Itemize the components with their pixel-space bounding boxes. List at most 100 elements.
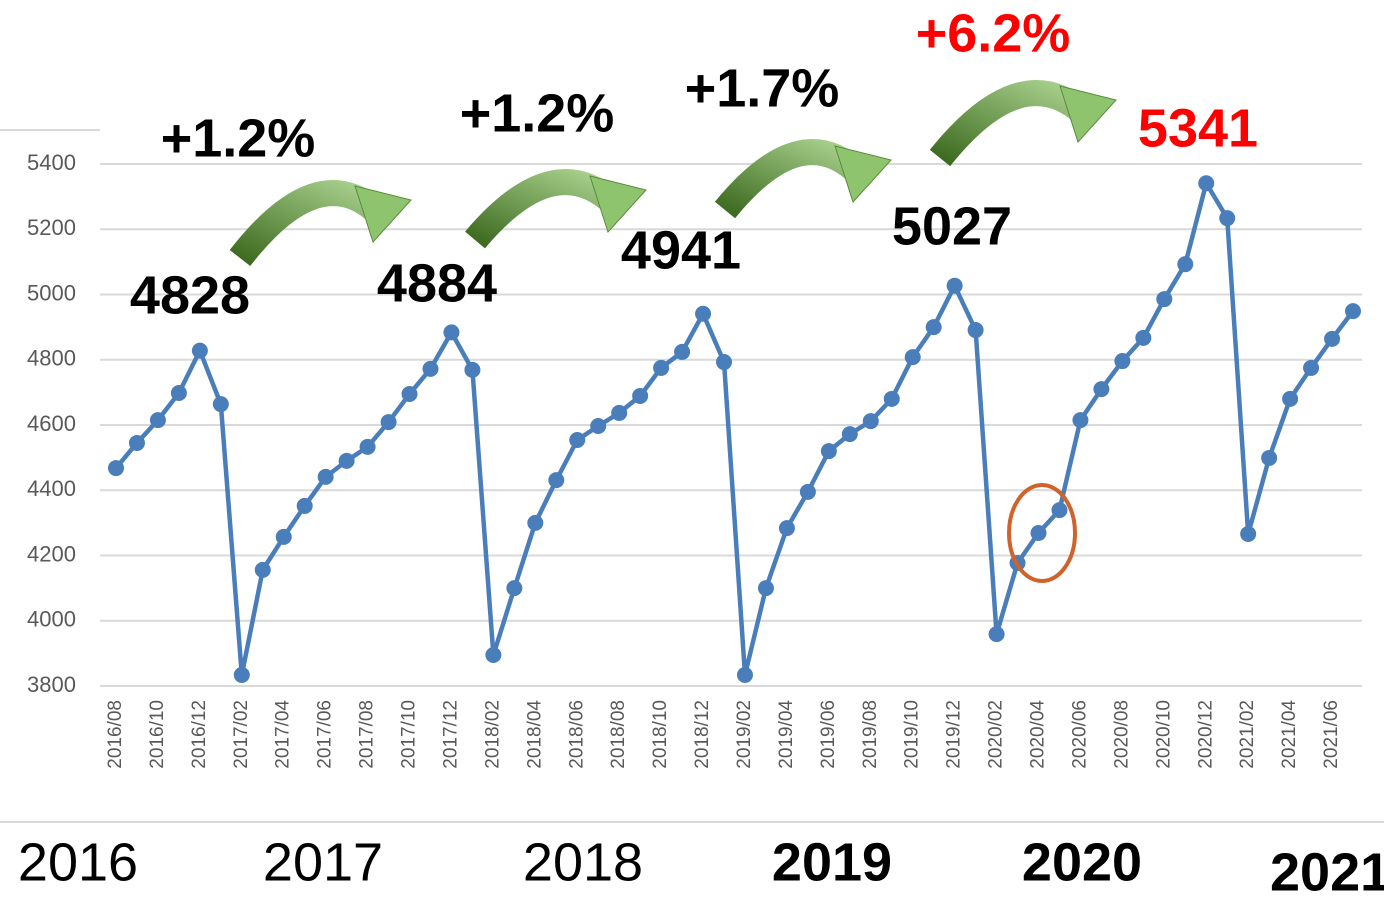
x-tick-label: 2018/12 bbox=[692, 700, 713, 769]
annotation: 4828 bbox=[130, 265, 250, 325]
x-tick-label: 2016/10 bbox=[147, 700, 168, 769]
data-point bbox=[1198, 175, 1214, 191]
y-tick-label: 5200 bbox=[27, 215, 76, 240]
data-point bbox=[653, 360, 669, 376]
y-tick-label: 4000 bbox=[27, 607, 76, 632]
annotation: 4941 bbox=[621, 220, 741, 280]
data-point bbox=[234, 667, 250, 683]
data-point bbox=[1282, 391, 1298, 407]
data-point bbox=[1240, 526, 1256, 542]
y-tick-label: 5400 bbox=[27, 150, 76, 175]
data-point bbox=[1031, 525, 1047, 541]
annotation: +1.2% bbox=[161, 108, 316, 168]
x-tick-label: 2017/02 bbox=[231, 700, 252, 769]
annotation: 5027 bbox=[892, 196, 1012, 256]
x-tick-label: 2018/10 bbox=[650, 700, 671, 769]
x-tick-label: 2019/06 bbox=[818, 700, 839, 769]
data-point bbox=[926, 319, 942, 335]
data-point bbox=[590, 418, 606, 434]
data-point bbox=[1093, 381, 1109, 397]
y-tick-label: 4200 bbox=[27, 541, 76, 566]
data-point bbox=[758, 580, 774, 596]
y-tick-label: 5000 bbox=[27, 280, 76, 305]
x-tick-label: 2017/08 bbox=[357, 700, 378, 769]
x-tick-label: 2019/10 bbox=[902, 700, 923, 769]
y-tick-label: 4400 bbox=[27, 476, 76, 501]
year-label: 2016 bbox=[18, 832, 138, 892]
arrow-body bbox=[725, 152, 857, 210]
arrow-body bbox=[475, 182, 612, 240]
x-tick-label: 2016/12 bbox=[189, 700, 210, 769]
data-point bbox=[884, 391, 900, 407]
data-point bbox=[297, 498, 313, 514]
annotation: +1.7% bbox=[685, 58, 840, 118]
data-point bbox=[339, 453, 355, 469]
data-point bbox=[527, 515, 543, 531]
data-point bbox=[485, 647, 501, 663]
x-tick-label: 2021/04 bbox=[1279, 700, 1300, 769]
x-tick-label: 2018/06 bbox=[566, 700, 587, 769]
arrow-body bbox=[240, 193, 377, 258]
x-tick-label: 2020/12 bbox=[1195, 700, 1216, 769]
x-tick-label: 2019/08 bbox=[860, 700, 881, 769]
data-point bbox=[1261, 450, 1277, 466]
x-tick-label: 2018/04 bbox=[524, 700, 545, 769]
data-point bbox=[1345, 303, 1361, 319]
x-tick-label: 2018/08 bbox=[608, 700, 629, 769]
y-tick-label: 3800 bbox=[27, 672, 76, 697]
data-point bbox=[108, 460, 124, 476]
data-point bbox=[1114, 353, 1130, 369]
y-tick-label: 4600 bbox=[27, 411, 76, 436]
data-point bbox=[632, 388, 648, 404]
data-point bbox=[800, 484, 816, 500]
data-point bbox=[716, 354, 732, 370]
data-point bbox=[381, 414, 397, 430]
data-point bbox=[548, 472, 564, 488]
data-point bbox=[821, 443, 837, 459]
x-tick-label: 2017/06 bbox=[315, 700, 336, 769]
year-label: 2020 bbox=[1022, 832, 1142, 892]
data-point bbox=[1324, 331, 1340, 347]
x-tick-label: 2020/04 bbox=[1028, 700, 1049, 769]
y-tick-label: 4800 bbox=[27, 346, 76, 371]
data-point bbox=[569, 432, 585, 448]
year-label: 2019 bbox=[772, 832, 892, 892]
data-point bbox=[1072, 412, 1088, 428]
annotation: 5341 bbox=[1138, 98, 1258, 158]
data-point bbox=[674, 344, 690, 360]
year-label: 2018 bbox=[523, 832, 643, 892]
data-point bbox=[150, 412, 166, 428]
x-tick-label: 2016/08 bbox=[105, 700, 126, 769]
data-point bbox=[1051, 502, 1067, 518]
data-point bbox=[1219, 210, 1235, 226]
data-point bbox=[947, 278, 963, 294]
arrow-body bbox=[940, 93, 1082, 158]
x-tick-label: 2018/02 bbox=[482, 700, 503, 769]
data-point bbox=[171, 385, 187, 401]
data-point bbox=[129, 435, 145, 451]
x-tick-label: 2019/12 bbox=[944, 700, 965, 769]
x-tick-label: 2019/02 bbox=[734, 700, 755, 769]
year-label: 2021 bbox=[1270, 842, 1384, 897]
x-tick-label: 2021/02 bbox=[1237, 700, 1258, 769]
x-tick-label: 2020/06 bbox=[1069, 700, 1090, 769]
annotation: +1.2% bbox=[460, 83, 615, 143]
x-tick-label: 2017/12 bbox=[440, 700, 461, 769]
data-point bbox=[842, 426, 858, 442]
data-point bbox=[1177, 256, 1193, 272]
data-point bbox=[360, 439, 376, 455]
data-point bbox=[276, 529, 292, 545]
data-point bbox=[779, 520, 795, 536]
x-tick-label: 2020/08 bbox=[1111, 700, 1132, 769]
data-point bbox=[422, 361, 438, 377]
x-tick-label: 2017/04 bbox=[273, 700, 294, 769]
x-tick-label: 2021/06 bbox=[1321, 700, 1342, 769]
x-tick-label: 2017/10 bbox=[399, 700, 420, 769]
year-label: 2017 bbox=[263, 832, 383, 892]
data-point bbox=[1303, 360, 1319, 376]
data-point bbox=[695, 306, 711, 322]
data-point bbox=[464, 362, 480, 378]
annotation: +6.2% bbox=[916, 3, 1071, 63]
data-point bbox=[863, 413, 879, 429]
data-point bbox=[192, 343, 208, 359]
